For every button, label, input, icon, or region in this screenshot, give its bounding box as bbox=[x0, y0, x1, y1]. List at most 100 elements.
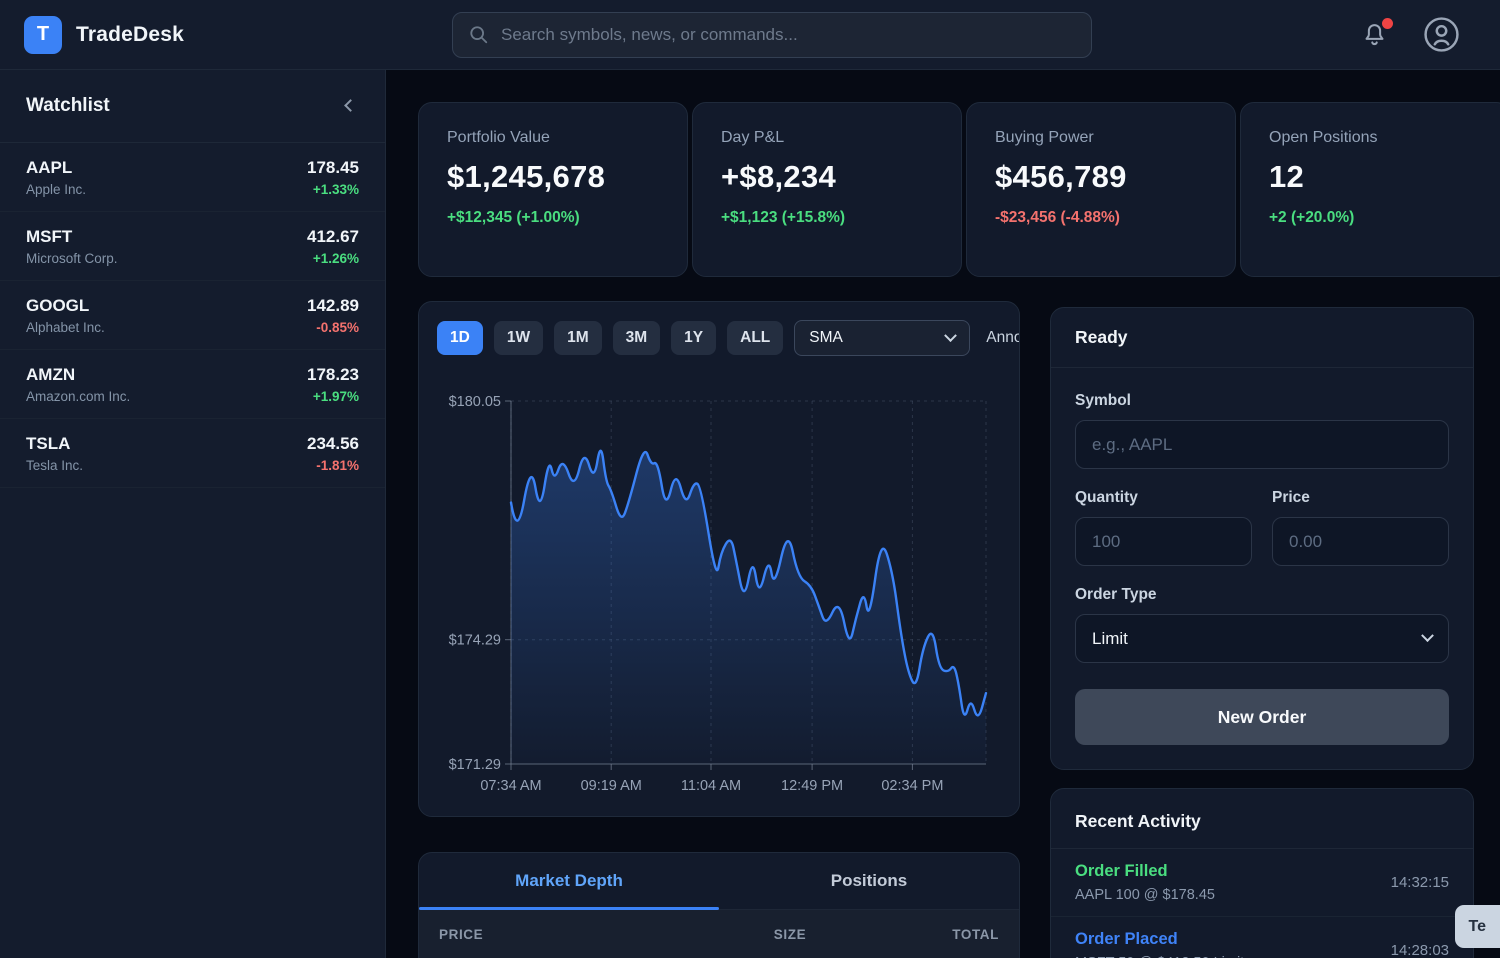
company-name: Apple Inc. bbox=[26, 181, 87, 197]
stat-card-portfolio-value: Portfolio Value $1,245,678 +$12,345 (+1.… bbox=[418, 102, 688, 277]
ticker-price: 412.67 bbox=[307, 226, 359, 246]
avatar-icon bbox=[1424, 17, 1459, 52]
column-price: PRICE bbox=[439, 927, 484, 942]
search-input[interactable] bbox=[501, 25, 1075, 45]
user-menu-button[interactable] bbox=[1423, 16, 1460, 53]
company-name: Alphabet Inc. bbox=[26, 319, 105, 335]
company-name: Microsoft Corp. bbox=[26, 250, 118, 266]
collapse-sidebar-button[interactable] bbox=[342, 93, 359, 119]
timeframe-3m-button[interactable]: 3M bbox=[612, 321, 661, 355]
company-name: Amazon.com Inc. bbox=[26, 388, 131, 404]
search-icon bbox=[470, 26, 488, 44]
edge-toast[interactable]: Te bbox=[1454, 905, 1500, 948]
timeframe-1m-button[interactable]: 1M bbox=[554, 321, 602, 355]
depth-tabs: Market Depth Positions bbox=[419, 853, 1019, 910]
recent-activity-panel: Recent Activity Order Filled AAPL 100 @ … bbox=[1050, 788, 1474, 958]
activity-title: Order Placed bbox=[1075, 930, 1178, 948]
ticker-symbol: TSLA bbox=[26, 433, 71, 453]
ticker-symbol: AAPL bbox=[26, 157, 73, 177]
watchlist-row-msft[interactable]: MSFT Microsoft Corp. 412.67 +1.26% bbox=[0, 212, 385, 281]
app-logo-letter: T bbox=[36, 23, 50, 45]
chart-toolbar: 1D 1W 1M 3M 1Y ALL SMA Anno bbox=[419, 302, 1019, 374]
stat-label: Day P&L bbox=[721, 129, 785, 146]
order-form: Symbol Quantity Price Order Type Limi bbox=[1051, 368, 1473, 769]
ticker-symbol: AMZN bbox=[26, 364, 76, 384]
recent-activity-title: Recent Activity bbox=[1051, 789, 1473, 849]
watchlist-row-aapl[interactable]: AAPL Apple Inc. 178.45 +1.33% bbox=[0, 143, 385, 212]
activity-title: Order Filled bbox=[1075, 862, 1168, 880]
svg-text:$180.05: $180.05 bbox=[449, 394, 501, 410]
ticker-price: 178.23 bbox=[307, 364, 359, 384]
timeframe-1w-button[interactable]: 1W bbox=[493, 321, 544, 355]
ticker-symbol: GOOGL bbox=[26, 295, 90, 315]
stat-value: 12 bbox=[1269, 159, 1305, 194]
svg-text:$174.29: $174.29 bbox=[449, 633, 501, 649]
activity-row-order-filled: Order Filled AAPL 100 @ $178.45 14:32:15 bbox=[1051, 849, 1473, 917]
notifications-button[interactable] bbox=[1361, 17, 1393, 49]
watchlist-sidebar: Watchlist AAPL Apple Inc. 178.45 +1.33% … bbox=[0, 70, 386, 958]
stat-change: +$12,345 (+1.00%) bbox=[447, 209, 580, 226]
bell-icon bbox=[1365, 23, 1384, 45]
stat-label: Portfolio Value bbox=[447, 129, 550, 146]
timeframe-1d-button[interactable]: 1D bbox=[437, 321, 483, 355]
ticker-change: +1.97% bbox=[312, 388, 359, 404]
company-name: Tesla Inc. bbox=[26, 457, 84, 473]
price-field[interactable] bbox=[1272, 517, 1449, 566]
watchlist-row-googl[interactable]: GOOGL Alphabet Inc. 142.89 -0.85% bbox=[0, 281, 385, 350]
ticker-price: 178.45 bbox=[307, 157, 359, 177]
stat-card-open-positions: Open Positions 12 +2 (+20.0%) bbox=[1240, 102, 1500, 277]
ticker-price: 234.56 bbox=[307, 433, 359, 453]
activity-time: 14:32:15 bbox=[1390, 874, 1449, 891]
price-label: Price bbox=[1272, 489, 1310, 506]
tab-market-depth[interactable]: Market Depth bbox=[419, 853, 719, 910]
svg-text:11:04 AM: 11:04 AM bbox=[681, 778, 741, 794]
header-actions bbox=[1361, 16, 1460, 53]
svg-text:12:49 PM: 12:49 PM bbox=[781, 778, 843, 794]
stat-card-day-pnl: Day P&L +$8,234 +$1,123 (+15.8%) bbox=[692, 102, 962, 277]
order-panel: Ready Symbol Quantity Price Order Type bbox=[1050, 307, 1474, 770]
market-depth-panel: Market Depth Positions PRICE SIZE TOTAL bbox=[418, 852, 1020, 958]
indicator-value: SMA bbox=[809, 329, 843, 346]
stats-row: Portfolio Value $1,245,678 +$12,345 (+1.… bbox=[418, 102, 1500, 277]
activity-row-order-placed: Order Placed MSFT 50 @ $412.50 Limit 14:… bbox=[1051, 917, 1473, 958]
main-content: Portfolio Value $1,245,678 +$12,345 (+1.… bbox=[386, 70, 1500, 958]
global-search[interactable] bbox=[452, 12, 1092, 58]
timeframe-1y-button[interactable]: 1Y bbox=[671, 321, 717, 355]
order-type-value: Limit bbox=[1092, 628, 1128, 648]
price-area-chart: $180.05 $174.29 $171.29 07:34 AM 09:19 AM 11:… bbox=[449, 394, 988, 794]
watchlist-row-amzn[interactable]: AMZN Amazon.com Inc. 178.23 +1.97% bbox=[0, 350, 385, 419]
svg-text:02:34 PM: 02:34 PM bbox=[881, 778, 943, 794]
svg-text:09:19 AM: 09:19 AM bbox=[581, 778, 642, 794]
quantity-field[interactable] bbox=[1075, 517, 1252, 566]
toast-text: Te bbox=[1468, 917, 1486, 935]
top-bar: T TradeDesk bbox=[0, 0, 1500, 70]
depth-table-header: PRICE SIZE TOTAL bbox=[419, 910, 1019, 958]
tab-positions[interactable]: Positions bbox=[830, 871, 908, 890]
watchlist-header: Watchlist bbox=[0, 70, 385, 143]
symbol-label: Symbol bbox=[1075, 392, 1131, 409]
column-size: SIZE bbox=[773, 927, 807, 942]
new-order-button[interactable]: New Order bbox=[1075, 689, 1449, 745]
order-type-label: Order Type bbox=[1075, 586, 1157, 603]
chevron-down-icon bbox=[1421, 629, 1434, 643]
watchlist-row-tsla[interactable]: TSLA Tesla Inc. 234.56 -1.81% bbox=[0, 419, 385, 488]
stat-card-buying-power: Buying Power $456,789 -$23,456 (-4.88%) bbox=[966, 102, 1236, 277]
svg-text:07:34 AM: 07:34 AM bbox=[480, 778, 541, 794]
activity-detail: MSFT 50 @ $412.50 Limit bbox=[1075, 955, 1244, 958]
ticker-change: +1.26% bbox=[312, 250, 359, 266]
symbol-field[interactable] bbox=[1075, 420, 1449, 469]
stat-label: Open Positions bbox=[1269, 129, 1378, 146]
stat-label: Buying Power bbox=[995, 129, 1094, 146]
chevron-left-icon bbox=[344, 99, 357, 112]
order-type-select[interactable]: Limit bbox=[1075, 614, 1449, 663]
indicator-select[interactable]: SMA bbox=[794, 320, 971, 356]
stat-change: +2 (+20.0%) bbox=[1269, 209, 1355, 226]
annotate-label[interactable]: Anno bbox=[986, 329, 1020, 346]
stat-value: $1,245,678 bbox=[447, 159, 606, 194]
ticker-price: 142.89 bbox=[307, 295, 359, 315]
notification-badge bbox=[1382, 17, 1393, 29]
chevron-down-icon bbox=[944, 328, 958, 342]
timeframe-all-button[interactable]: ALL bbox=[727, 321, 784, 355]
stat-value: $456,789 bbox=[995, 159, 1127, 194]
